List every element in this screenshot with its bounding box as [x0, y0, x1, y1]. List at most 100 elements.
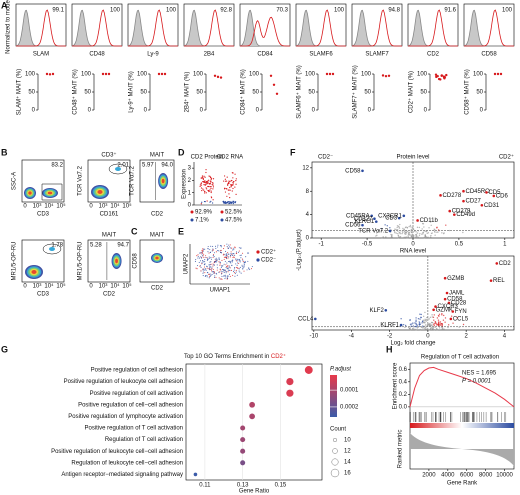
cell-dot — [230, 255, 232, 257]
x-tick-label: 0 — [23, 204, 27, 210]
background-dot — [413, 230, 416, 232]
x-tick-label: 8000 — [479, 473, 493, 479]
background-dot — [433, 324, 435, 327]
x-tick-label: 10³ — [99, 204, 108, 210]
cell-dot — [224, 201, 226, 204]
x-tick-label: -10 — [310, 334, 319, 340]
background-dot — [429, 221, 432, 223]
cell-dot — [241, 258, 243, 260]
cell-dot — [204, 176, 206, 178]
background-dot — [462, 231, 464, 234]
cell-dot — [220, 252, 223, 254]
legend-title: P.adjust — [330, 367, 351, 373]
background-dot — [397, 230, 399, 232]
cell-dot — [218, 277, 220, 279]
gate-label: 5.97 — [142, 163, 154, 169]
cell-dot — [207, 185, 209, 188]
background-dot — [407, 236, 410, 238]
density — [49, 247, 55, 251]
plot-title: MAIT — [150, 153, 165, 159]
background-dot — [428, 227, 430, 229]
marker-label: CD2 — [427, 52, 440, 58]
cell-dot — [224, 260, 226, 262]
gene-label: CD45RA — [346, 213, 370, 219]
cell-dot — [203, 266, 206, 268]
cell-dot — [232, 177, 234, 179]
cell-dot — [202, 271, 204, 273]
cell-dot — [218, 257, 220, 259]
y-tick-label: 0 — [88, 108, 92, 114]
cell-dot — [206, 274, 208, 276]
cell-dot — [226, 176, 228, 178]
cell-dot — [237, 262, 239, 264]
cell-dot — [227, 257, 229, 259]
y-tick-label: 3 — [188, 166, 192, 172]
y-tick-label: 100 — [417, 72, 428, 78]
cell-dot — [225, 264, 227, 266]
gene-point — [370, 214, 373, 218]
cell-dot — [227, 271, 229, 273]
background-dot — [443, 232, 445, 235]
cell-dot — [209, 276, 211, 278]
background-dot — [419, 233, 421, 235]
background-dot — [417, 326, 419, 328]
background-dot — [430, 224, 432, 226]
gene-point — [453, 213, 456, 216]
legend-swatch — [256, 258, 260, 262]
y-tick-label: 0.6 — [399, 367, 408, 373]
histogram-curve — [184, 9, 234, 47]
cell-dot — [233, 267, 236, 269]
background-dot — [421, 322, 423, 324]
background-dot — [432, 327, 434, 329]
cell-dot — [224, 274, 226, 276]
background-dot — [414, 234, 417, 236]
cell-dot — [232, 172, 234, 174]
plot-frame — [311, 255, 515, 331]
annotation: P = 0.0001 — [462, 379, 491, 385]
background-dot — [410, 325, 412, 327]
background-dot — [415, 322, 417, 325]
histogram-curve — [464, 9, 514, 47]
term-dot — [240, 437, 246, 443]
es-curve — [409, 366, 515, 408]
cell-dot — [202, 177, 204, 179]
term-label: Positive regulation of cell adhesion — [91, 368, 183, 374]
cell-dot — [235, 251, 238, 253]
percent-label: 100 — [166, 8, 177, 14]
cell-dot — [212, 188, 214, 190]
background-dot — [406, 227, 409, 229]
cell-dot — [242, 260, 244, 263]
plot-frame — [21, 239, 65, 283]
cell-dot — [223, 201, 225, 203]
background-dot — [443, 314, 445, 317]
cell-dot — [224, 178, 226, 180]
annotation: NES = 1.695 — [462, 371, 497, 377]
y-tick-label: 50 — [364, 90, 371, 96]
cell-dot — [225, 202, 228, 204]
cell-dot — [238, 258, 240, 261]
cell-dot — [233, 253, 235, 255]
cell-dot — [225, 276, 227, 278]
cell-dot — [228, 180, 230, 182]
background-dot — [386, 225, 388, 227]
density — [115, 167, 121, 171]
data-point — [107, 72, 111, 76]
data-point — [493, 72, 497, 76]
y-tick-label: 8 — [306, 189, 310, 195]
cell-dot — [208, 186, 210, 188]
background-dot — [417, 236, 420, 238]
data-point — [45, 72, 49, 76]
background-dot — [408, 232, 410, 235]
background-dot — [415, 325, 418, 328]
cell-dot — [223, 274, 225, 276]
background-dot — [429, 322, 431, 325]
cell-dot — [212, 263, 214, 265]
cell-dot — [207, 189, 209, 192]
cell-dot — [240, 272, 242, 274]
term-label: Positive regulation of cell activation — [90, 391, 183, 397]
cell-dot — [233, 269, 235, 271]
cell-dot — [228, 201, 230, 203]
cell-dot — [223, 245, 225, 247]
cell-dot — [235, 193, 237, 195]
